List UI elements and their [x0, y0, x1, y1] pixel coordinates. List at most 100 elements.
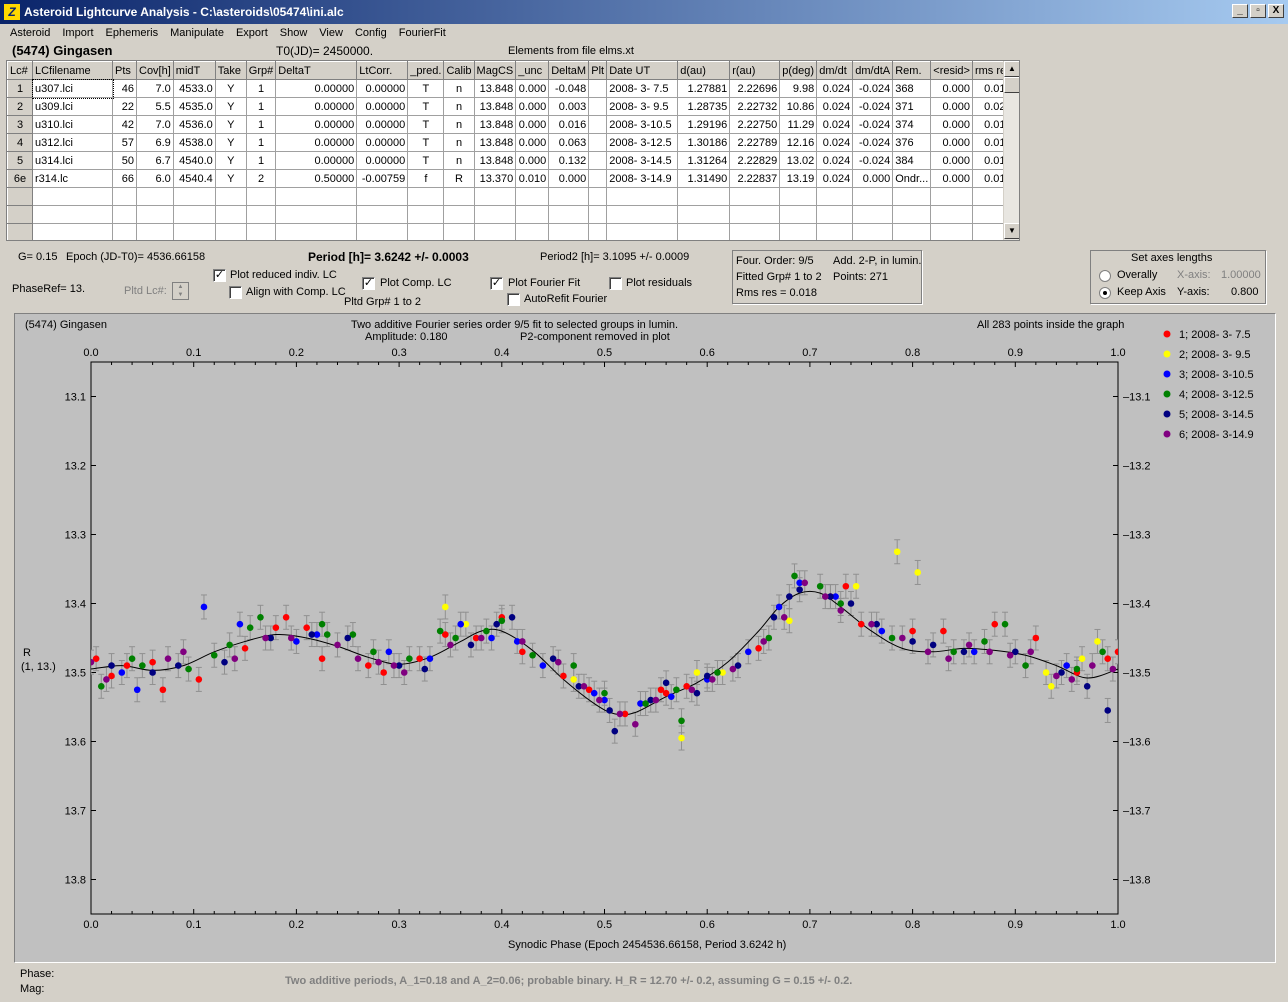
table-cell[interactable]: 13.02 [779, 151, 818, 170]
table-cell[interactable] [606, 223, 679, 240]
plot-residuals-checkbox[interactable] [609, 277, 622, 290]
row-number[interactable]: 1 [7, 79, 33, 98]
table-cell[interactable]: T [407, 151, 445, 170]
table-cell[interactable] [729, 205, 781, 224]
table-cell[interactable]: 50 [112, 151, 137, 170]
table-cell[interactable]: 1 [245, 97, 277, 116]
table-cell[interactable]: 2008- 3-14.9 [606, 169, 679, 188]
table-cell[interactable]: 0.000 [515, 79, 550, 98]
table-cell[interactable]: 0.024 [816, 115, 854, 134]
table-cell[interactable] [136, 187, 174, 206]
table-cell[interactable] [548, 223, 590, 240]
table-cell[interactable] [892, 187, 932, 206]
table-cell[interactable] [356, 223, 409, 240]
table-cell[interactable]: n [443, 133, 475, 152]
table-cell[interactable] [892, 223, 932, 240]
x-axis-value[interactable]: 1.00000 [1221, 269, 1261, 281]
table-cell[interactable]: 0.024 [816, 151, 854, 170]
keep-axis-radio[interactable] [1099, 287, 1111, 299]
table-cell[interactable] [588, 169, 608, 188]
table-cell[interactable] [729, 187, 781, 206]
table-cell[interactable]: 2.22789 [729, 133, 781, 152]
table-cell[interactable]: 6.9 [136, 133, 174, 152]
table-cell[interactable]: Y [214, 169, 247, 188]
column-header[interactable]: <resid> [930, 61, 973, 80]
column-header[interactable]: _pred. [407, 61, 445, 80]
table-cell[interactable] [172, 205, 216, 224]
table-cell[interactable]: u314.lci [32, 151, 113, 170]
table-cell[interactable] [214, 187, 247, 206]
table-cell[interactable]: 0.00000 [275, 133, 358, 152]
table-cell[interactable] [473, 205, 517, 224]
scroll-down-icon[interactable]: ▼ [1004, 223, 1019, 239]
column-header[interactable]: LtCorr. [356, 61, 409, 80]
table-cell[interactable]: -0.024 [852, 151, 894, 170]
table-cell[interactable]: 0.024 [816, 169, 854, 188]
table-cell[interactable]: 13.848 [473, 97, 517, 116]
column-header[interactable]: Calib [443, 61, 475, 80]
table-cell[interactable]: 42 [112, 115, 137, 134]
table-cell[interactable]: 2.22837 [729, 169, 781, 188]
table-cell[interactable]: -0.048 [548, 79, 590, 98]
column-header[interactable]: LCfilename [32, 61, 113, 80]
column-header[interactable]: Cov[h] [136, 61, 174, 80]
table-cell[interactable] [275, 205, 358, 224]
table-cell[interactable]: 0.00000 [356, 97, 409, 116]
table-cell[interactable]: -0.024 [852, 133, 894, 152]
table-cell[interactable] [729, 223, 781, 240]
align-comp-checkbox[interactable] [229, 286, 242, 299]
row-number[interactable]: 3 [7, 115, 33, 134]
menu-asteroid[interactable]: Asteroid [10, 27, 51, 39]
table-cell[interactable]: 1.30186 [677, 133, 731, 152]
table-cell[interactable]: 371 [892, 97, 932, 116]
table-cell[interactable]: 1.28735 [677, 97, 731, 116]
table-cell[interactable]: 66 [112, 169, 137, 188]
table-cell[interactable]: 7.0 [136, 79, 174, 98]
menu-show[interactable]: Show [279, 27, 308, 39]
table-cell[interactable]: 9.98 [779, 79, 818, 98]
table-cell[interactable] [136, 205, 174, 224]
table-cell[interactable] [407, 223, 445, 240]
table-cell[interactable]: n [443, 151, 475, 170]
table-cell[interactable]: 13.848 [473, 79, 517, 98]
row-number[interactable] [7, 223, 33, 240]
table-cell[interactable]: 2.22696 [729, 79, 781, 98]
table-cell[interactable]: 0.00000 [275, 151, 358, 170]
menu-view[interactable]: View [319, 27, 343, 39]
table-cell[interactable]: u312.lci [32, 133, 113, 152]
table-cell[interactable]: 0.000 [930, 79, 973, 98]
empty-row[interactable] [7, 205, 1015, 224]
table-cell[interactable] [588, 133, 608, 152]
column-header[interactable]: MagCS [473, 61, 517, 80]
table-cell[interactable] [407, 187, 445, 206]
table-cell[interactable] [245, 187, 277, 206]
table-cell[interactable] [779, 187, 818, 206]
table-cell[interactable]: Ondr... [892, 169, 932, 188]
table-cell[interactable] [407, 205, 445, 224]
table-cell[interactable] [32, 223, 113, 240]
table-cell[interactable]: 368 [892, 79, 932, 98]
table-cell[interactable] [816, 187, 854, 206]
column-header[interactable]: p(deg) [779, 61, 818, 80]
table-cell[interactable]: 0.000 [930, 151, 973, 170]
table-cell[interactable] [356, 187, 409, 206]
lightcurve-graph-panel[interactable]: (5474) Gingasen Two additive Fourier ser… [14, 313, 1276, 963]
table-cell[interactable] [473, 187, 517, 206]
plot-reduced-checkbox[interactable]: ✓ [213, 269, 226, 282]
table-cell[interactable]: 13.848 [473, 151, 517, 170]
column-header[interactable]: midT [172, 61, 216, 80]
menu-manipulate[interactable]: Manipulate [170, 27, 224, 39]
table-cell[interactable]: 1 [245, 79, 277, 98]
table-cell[interactable]: 1.27881 [677, 79, 731, 98]
table-cell[interactable]: 12.16 [779, 133, 818, 152]
table-cell[interactable]: 0.00000 [356, 115, 409, 134]
table-cell[interactable]: 0.132 [548, 151, 590, 170]
row-number[interactable]: 5 [7, 151, 33, 170]
row-number[interactable] [7, 187, 33, 206]
column-header[interactable]: Rem. [892, 61, 932, 80]
table-cell[interactable]: 10.86 [779, 97, 818, 116]
table-cell[interactable]: -0.00759 [356, 169, 409, 188]
table-cell[interactable] [136, 223, 174, 240]
table-cell[interactable]: 0.50000 [275, 169, 358, 188]
